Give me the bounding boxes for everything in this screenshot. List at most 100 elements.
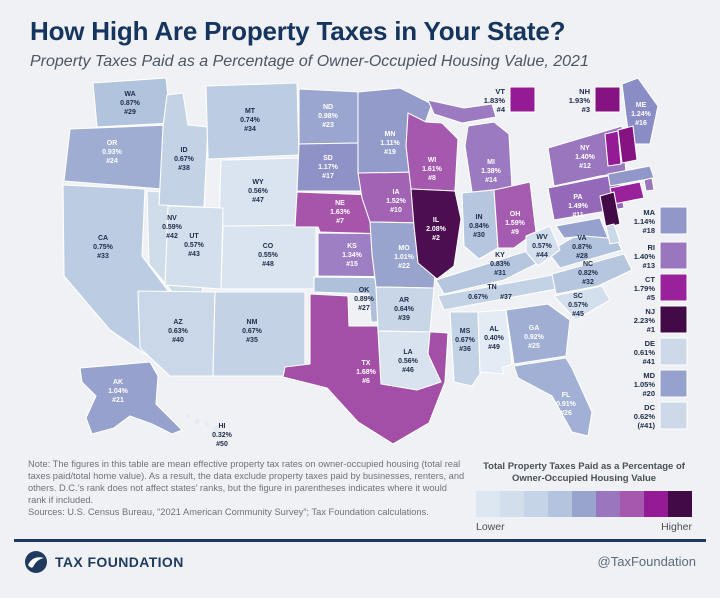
- state-az-label: AZ 0.63% #40: [168, 319, 189, 344]
- state-ny-label: NY 1.40% #12: [575, 145, 596, 170]
- side-de-swatch: [659, 337, 688, 366]
- state-in-label: IN 0.84% #30: [469, 214, 490, 239]
- state-il-shape: [410, 188, 462, 280]
- state-ak-shape: [79, 361, 183, 435]
- legend-swatch-9: [668, 490, 692, 517]
- state-va-label: VA 0.87% #28: [572, 235, 593, 260]
- legend-title: Total Property Taxes Paid as a Percentag…: [483, 461, 685, 484]
- state-me-label: ME 1.24% #16: [631, 102, 652, 127]
- state-nv-label: NV 0.59% #42: [162, 215, 183, 240]
- twitter-handle[interactable]: @TaxFoundation: [597, 554, 696, 570]
- state-sc-label: SC 0.57% #45: [568, 293, 589, 318]
- state-wv-label: WV 0.57% #44: [532, 234, 553, 259]
- state-nh-shape: [617, 125, 638, 164]
- state-nj-shape: [599, 191, 621, 229]
- legend-higher-label: Higher: [661, 520, 692, 533]
- state-wv-shape: [525, 225, 561, 267]
- color-legend: Total Property Taxes Paid as a Percentag…: [470, 459, 698, 533]
- footer-divider: [14, 538, 706, 542]
- state-la-label: LA 0.56% #46: [398, 349, 419, 374]
- footer: TAX FOUNDATION @TaxFoundation: [0, 542, 720, 574]
- side-ct-label: CT 1.79% #5: [634, 275, 656, 302]
- brand-name: TAX FOUNDATION: [55, 553, 184, 570]
- state-nc-shape: [551, 253, 633, 295]
- state-wy-label: WY 0.56% #47: [248, 179, 269, 204]
- header: How High Are Property Taxes in Your Stat…: [0, 0, 720, 71]
- state-ne-label: NE 1.63% #7: [330, 200, 351, 225]
- state-mn-label: MN 1.11% #19: [380, 131, 400, 156]
- side-dc-label: DC 0.62% (#41): [634, 403, 656, 430]
- state-oh-label: OH 1.59% #9: [505, 211, 526, 236]
- state-wi-shape: [405, 112, 459, 192]
- state-sc-shape: [553, 285, 611, 321]
- map-svg: WA 0.87% #29 OR 0.93% #24 CA 0.75% #33 NV 0.59%…: [62, 77, 688, 448]
- state-ar-label: AR 0.64% #39: [394, 297, 415, 322]
- state-or-shape: [63, 124, 170, 190]
- legend-swatch-2: [500, 490, 524, 517]
- page-subtitle: Property Taxes Paid as a Percentage of O…: [30, 53, 589, 70]
- state-ms-shape: [449, 311, 481, 387]
- state-in-shape: [461, 189, 499, 260]
- side-ma-swatch: [659, 206, 688, 235]
- state-shapes: [62, 77, 659, 445]
- legend-lower-label: Lower: [476, 520, 505, 533]
- state-ok-label: OK 0.89% #27: [354, 287, 375, 312]
- state-ks-label: KS 1.34% #15: [342, 243, 363, 268]
- state-mo-label: MO 1.01% #22: [394, 245, 415, 270]
- state-mi-label: MI 1.38% #14: [481, 159, 502, 184]
- legend-swatch-6: [596, 490, 620, 517]
- state-sd-label: SD 1.17% #17: [318, 155, 339, 180]
- state-ak-label: AK 1.04% #21: [108, 379, 129, 404]
- state-hi-label: HI 0.32% #50: [212, 423, 233, 448]
- state-la-shape: [377, 330, 442, 391]
- side-de-label: DE 0.61% #41: [634, 339, 656, 366]
- state-ia-label: IA 1.52% #10: [386, 189, 407, 214]
- side-nj-label: NJ 2.23% #1: [634, 307, 656, 334]
- side-ri-swatch: [659, 241, 688, 270]
- state-il-label: IL 2.08% #2: [426, 217, 447, 242]
- bottom-section: Note: The figures in this table are mean…: [0, 457, 720, 533]
- state-mt-label: MT 0.74% #34: [240, 108, 261, 133]
- legend-swatch-1: [476, 490, 500, 517]
- side-ma-label: MA 1.14% #18: [634, 208, 656, 235]
- legend-gradient: [476, 490, 692, 517]
- state-ky-label: KY 0.83% #31: [490, 252, 511, 277]
- state-hi-shape: [185, 413, 220, 433]
- state-ca-label: CA 0.75% #33: [93, 235, 114, 260]
- state-ut-label: UT 0.57% #43: [184, 233, 205, 258]
- state-pa-label: PA 1.49% #11: [568, 194, 589, 219]
- east-coast-list: MA 1.14% #18 RI 1.40% #13 CT 1.79% #5 NJ 2.23% #…: [634, 206, 688, 430]
- side-md-label: MD 1.05% #20: [634, 371, 656, 398]
- side-md-swatch: [659, 369, 688, 398]
- state-tx-label: TX 1.68% #6: [356, 360, 377, 385]
- state-al-label: AL 0.40% #49: [484, 326, 505, 351]
- state-de-shape: [605, 223, 621, 245]
- side-nj-swatch: [659, 305, 688, 334]
- legend-swatch-4: [548, 490, 572, 517]
- legend-swatch-8: [644, 490, 668, 517]
- state-ga-label: GA 0.92% #25: [524, 325, 545, 350]
- state-wi-label: WI 1.61% #8: [422, 157, 443, 182]
- state-az-shape: [137, 290, 216, 377]
- side-ri-label: RI 1.40% #13: [634, 243, 656, 270]
- page-title: How High Are Property Taxes in Your Stat…: [30, 16, 566, 46]
- state-wa-label: WA 0.87% #29: [120, 91, 141, 116]
- legend-swatch-7: [620, 490, 644, 517]
- note-block: Note: The figures in this table are mean…: [28, 459, 466, 518]
- state-vt-shape: [604, 130, 622, 167]
- sources-text: Sources: U.S. Census Bureau, “2021 Ameri…: [28, 506, 429, 517]
- callout-vt-swatch: [509, 86, 536, 113]
- callout-nh-label: NH 1.93% #3: [569, 87, 591, 114]
- state-nc-label: NC 0.82% #32: [578, 261, 599, 286]
- legend-swatch-3: [524, 490, 548, 517]
- state-tn-label: TN 0.67% #37: [468, 284, 512, 301]
- callout-nh-swatch: [594, 86, 621, 113]
- state-or-label: OR 0.93% #24: [102, 140, 123, 165]
- state-mi-up-shape: [427, 99, 497, 124]
- state-fl-shape: [513, 357, 593, 437]
- state-labels: WA 0.87% #29 OR 0.93% #24 CA 0.75% #33 NV 0.59%…: [93, 91, 652, 448]
- side-ct-swatch: [659, 273, 688, 302]
- brand-lockup: TAX FOUNDATION: [24, 550, 184, 574]
- legend-swatch-5: [572, 490, 596, 517]
- note-text: Note: The figures in this table are mean…: [28, 459, 465, 505]
